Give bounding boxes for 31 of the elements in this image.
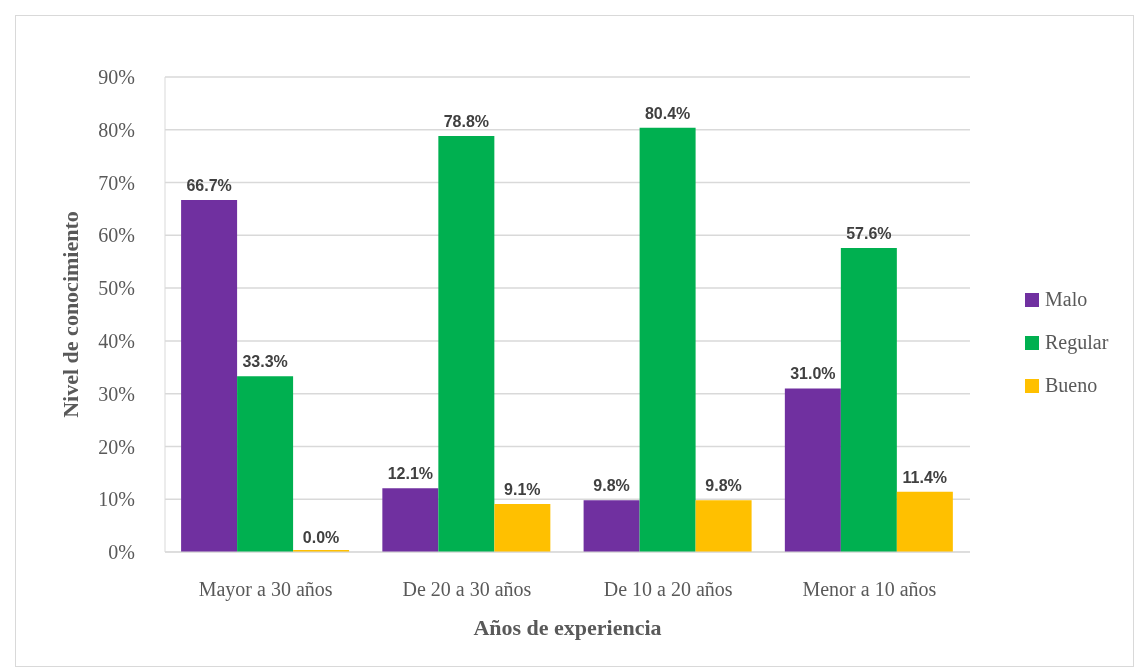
y-tick-label: 90% [98,66,135,89]
legend-label: Malo [1045,287,1088,312]
data-label: 66.7% [186,176,232,194]
y-tick-label: 20% [98,435,135,458]
data-label: 0.0% [302,529,340,546]
y-tick-label: 80% [98,118,135,141]
data-label: 78.8% [443,113,490,131]
y-tick-label: 0% [108,541,135,564]
x-axis-title: Años de experiencia [473,615,662,640]
x-tick-label: Menor a 10 años [802,578,937,601]
data-label: 9.1% [504,480,541,498]
data-label: 11.4% [902,468,948,486]
y-tick-label: 30% [98,382,135,405]
data-label: 33.3% [242,353,288,371]
data-label: 57.6% [846,225,892,242]
data-label: 31.0% [790,365,836,383]
y-tick-label: 40% [98,329,135,352]
legend-label: Regular [1045,330,1109,356]
y-tick-label: 10% [98,488,135,511]
y-tick-label: 70% [98,171,135,194]
x-tick-label: De 10 a 20 años [603,578,733,601]
data-label: 80.4% [644,104,691,122]
legend-label: Bueno [1045,373,1098,398]
x-tick-label: De 20 a 30 años [402,578,532,601]
data-label: 12.1% [387,465,434,483]
y-tick-label: 60% [98,224,135,247]
data-label: 9.8% [593,477,630,495]
x-tick-label: Mayor a 30 años [198,578,333,602]
y-axis-title: Nivel de conocimiento [57,211,83,418]
y-tick-label: 50% [98,277,135,300]
data-label: 9.8% [705,477,742,495]
